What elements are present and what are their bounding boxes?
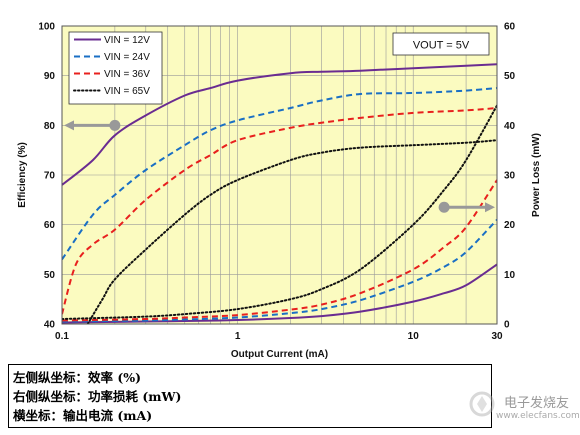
caption-right-axis: 右侧纵坐标：功率损耗 (mW) <box>13 389 182 404</box>
efficiency-line-vin-65v <box>86 139 497 324</box>
series-lines <box>62 63 497 324</box>
y-right-tick-label: 50 <box>504 71 516 82</box>
x-axis-label: Output Current (mA) <box>231 349 328 360</box>
y-left-tick-label: 70 <box>44 171 56 182</box>
arrow-head-left <box>64 120 74 131</box>
caption-box: 左侧纵坐标：效率 (%) 右侧纵坐标：功率损耗 (mW) 横坐标：输出电流 (m… <box>8 364 492 428</box>
x-tick-label: 10 <box>408 331 420 342</box>
legend-label: VIN = 36V <box>104 69 150 80</box>
power-loss-line-vin-12v <box>62 263 497 324</box>
caption-left-axis: 左侧纵坐标：效率 (%) <box>13 370 142 385</box>
y-axis-left-label: Efficiency (%) <box>17 142 28 208</box>
efficiency-line-vin-36v <box>62 107 497 315</box>
y-right-tick-label: 10 <box>504 270 516 281</box>
y-right-tick-label: 30 <box>504 171 516 182</box>
power-loss-line-vin-36v <box>62 179 497 322</box>
watermark-logo <box>469 391 495 417</box>
y-axis-right-label: Power Loss (mW) <box>531 133 542 217</box>
y-right-tick-label: 40 <box>504 121 516 132</box>
efficiency-line-vin-24v <box>62 87 497 260</box>
legend-box <box>68 31 163 105</box>
plot-frame <box>61 25 498 325</box>
y-left-tick-label: 50 <box>44 270 56 281</box>
efficiency-line-vin-12v <box>62 63 497 186</box>
efficiency-power-loss-chart: 0.1 1 10 30 40 50 60 70 80 90 100 0 10 20 30 40 50 60 VIN… <box>17 22 542 361</box>
axis-ticks: 0.1 1 10 30 40 50 60 70 80 90 100 0 10 20 30 40 50 60 <box>38 22 515 343</box>
y-left-tick-label: 100 <box>38 22 55 33</box>
y-left-tick-label: 80 <box>44 121 56 132</box>
y-right-tick-label: 60 <box>504 22 516 33</box>
power-loss-line-vin-24v <box>62 219 497 323</box>
caption-x-axis: 横坐标：输出电流 (mA) <box>13 408 153 423</box>
y-left-tick-label: 60 <box>44 220 56 231</box>
arrow-dot-right <box>438 201 450 213</box>
watermark-text: 电子发烧友 <box>504 396 570 411</box>
axis-arrows <box>64 119 495 213</box>
power-loss-line-vin-65v <box>62 104 497 320</box>
vout-annotation-text: VOUT = 5V <box>413 40 470 52</box>
x-tick-label: 30 <box>491 331 503 342</box>
vout-annotation-box <box>392 32 490 56</box>
arrow-dot-left <box>109 119 121 131</box>
watermark-url: www.elecfans.com <box>496 411 580 421</box>
vout-annotation: VOUT = 5V <box>392 32 490 56</box>
y-left-tick-label: 90 <box>44 71 56 82</box>
x-tick-label: 0.1 <box>55 331 69 342</box>
legend-label: VIN = 65V <box>104 86 150 97</box>
x-tick-label: 1 <box>235 331 241 342</box>
legend-label: VIN = 12V <box>104 35 150 46</box>
legend-label: VIN = 24V <box>104 52 150 63</box>
y-left-tick-label: 40 <box>44 320 56 331</box>
legend: VIN = 12V VIN = 24V VIN = 36V VIN = 65V <box>68 31 163 105</box>
arrow-head-right <box>485 202 495 213</box>
y-right-tick-label: 20 <box>504 220 516 231</box>
y-right-tick-label: 0 <box>504 320 510 331</box>
